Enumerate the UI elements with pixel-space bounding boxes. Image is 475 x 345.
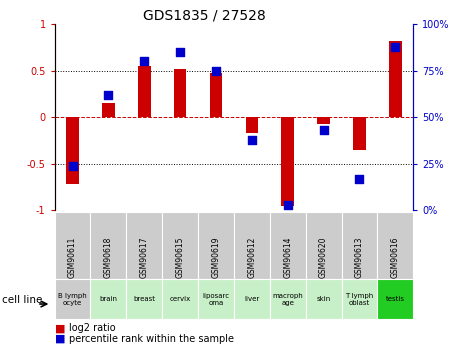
Bar	[389, 41, 401, 117]
Text: skin: skin	[316, 296, 331, 302]
Bar	[210, 72, 222, 117]
Text: GSM90619: GSM90619	[211, 237, 220, 278]
Point	[212, 68, 220, 73]
Text: ■: ■	[55, 324, 65, 333]
Bar	[162, 279, 198, 319]
Bar	[306, 279, 342, 319]
Text: testis: testis	[386, 296, 405, 302]
Bar	[317, 117, 330, 124]
Point	[356, 176, 363, 181]
Text: B lymph
ocyte: B lymph ocyte	[58, 293, 87, 306]
Text: liver: liver	[244, 296, 259, 302]
Bar	[342, 212, 378, 279]
Bar	[270, 279, 306, 319]
Text: cervix: cervix	[170, 296, 191, 302]
Point	[284, 202, 292, 208]
Text: liposarc
oma: liposarc oma	[202, 293, 229, 306]
Point	[320, 128, 327, 133]
Bar	[162, 212, 198, 279]
Text: log2 ratio: log2 ratio	[69, 324, 115, 333]
Point	[391, 44, 399, 49]
Bar	[282, 117, 294, 206]
Bar	[198, 212, 234, 279]
Text: brain: brain	[99, 296, 117, 302]
Bar	[378, 279, 413, 319]
Point	[69, 163, 76, 168]
Point	[141, 59, 148, 64]
Text: GSM90618: GSM90618	[104, 237, 113, 278]
Text: cell line: cell line	[2, 295, 43, 305]
Bar	[378, 212, 413, 279]
Bar	[138, 66, 151, 117]
Bar	[246, 117, 258, 133]
Text: ■: ■	[55, 334, 65, 344]
Bar	[91, 212, 126, 279]
Text: GSM90611: GSM90611	[68, 237, 77, 278]
Point	[176, 49, 184, 55]
Text: macroph
age: macroph age	[272, 293, 303, 306]
Bar	[306, 212, 342, 279]
Text: GDS1835 / 27528: GDS1835 / 27528	[143, 9, 266, 23]
Bar	[174, 69, 186, 117]
Point	[104, 92, 112, 98]
Bar	[270, 212, 306, 279]
Text: percentile rank within the sample: percentile rank within the sample	[69, 334, 234, 344]
Bar	[126, 279, 162, 319]
Bar	[55, 279, 91, 319]
Bar	[102, 104, 114, 117]
Text: GSM90617: GSM90617	[140, 237, 149, 278]
Bar	[66, 117, 79, 184]
Bar	[55, 212, 91, 279]
Bar	[353, 117, 366, 150]
Point	[248, 137, 256, 142]
Bar	[126, 212, 162, 279]
Text: GSM90612: GSM90612	[247, 237, 257, 278]
Bar	[342, 279, 378, 319]
Text: T lymph
oblast: T lymph oblast	[345, 293, 373, 306]
Text: breast: breast	[133, 296, 155, 302]
Text: GSM90614: GSM90614	[283, 237, 292, 278]
Bar	[234, 212, 270, 279]
Bar	[198, 279, 234, 319]
Bar	[234, 279, 270, 319]
Text: GSM90615: GSM90615	[176, 237, 185, 278]
Text: GSM90620: GSM90620	[319, 237, 328, 278]
Text: GSM90613: GSM90613	[355, 237, 364, 278]
Bar	[91, 279, 126, 319]
Text: GSM90616: GSM90616	[391, 237, 400, 278]
